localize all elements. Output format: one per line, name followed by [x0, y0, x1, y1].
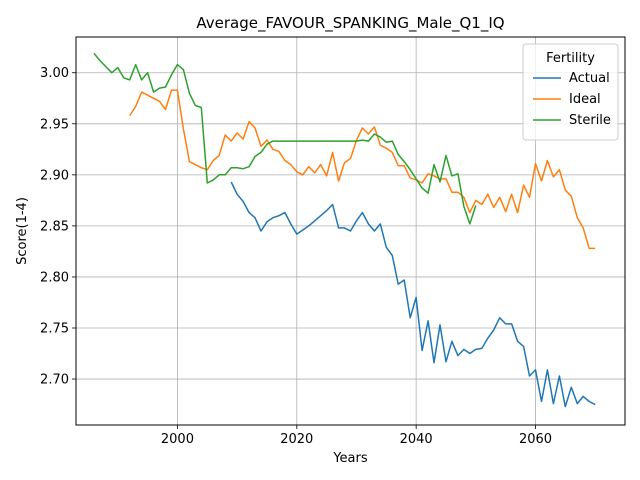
chart-title: Average_FAVOUR_SPANKING_Male_Q1_IQ — [196, 14, 504, 33]
legend-label-actual: Actual — [569, 71, 610, 86]
plot-frame — [75, 36, 626, 426]
x-tick-label: 2060 — [519, 432, 552, 447]
x-axis-label: Years — [332, 451, 368, 466]
y-tick-label: 2.85 — [40, 219, 69, 234]
y-tick-label: 2.75 — [40, 322, 69, 337]
y-tick-label: 2.70 — [40, 373, 69, 388]
y-tick-label: 3.00 — [40, 66, 69, 81]
x-tick-label: 2000 — [161, 432, 194, 447]
y-tick-label: 2.80 — [40, 270, 69, 285]
y-axis-label: Score(1-4) — [15, 197, 30, 265]
ticks: 2000 2020 2040 2060 2.70 2.75 2.80 2.85 2.90 2.95… — [40, 66, 552, 447]
y-tick-label: 2.95 — [40, 117, 69, 132]
y-tick-label: 2.90 — [40, 168, 69, 183]
legend-label-ideal: Ideal — [569, 92, 601, 107]
x-tick-label: 2020 — [280, 432, 313, 447]
x-tick-label: 2040 — [400, 432, 433, 447]
series-line-actual — [230, 181, 596, 408]
series-layer — [93, 52, 596, 408]
legend-box — [522, 43, 619, 141]
legend: Fertility Actual Ideal Sterile — [522, 43, 619, 141]
legend-label-sterile: Sterile — [569, 113, 611, 128]
series-line-ideal — [129, 89, 596, 250]
series-line-sterile — [93, 52, 477, 225]
legend-title: Fertility — [546, 51, 595, 66]
